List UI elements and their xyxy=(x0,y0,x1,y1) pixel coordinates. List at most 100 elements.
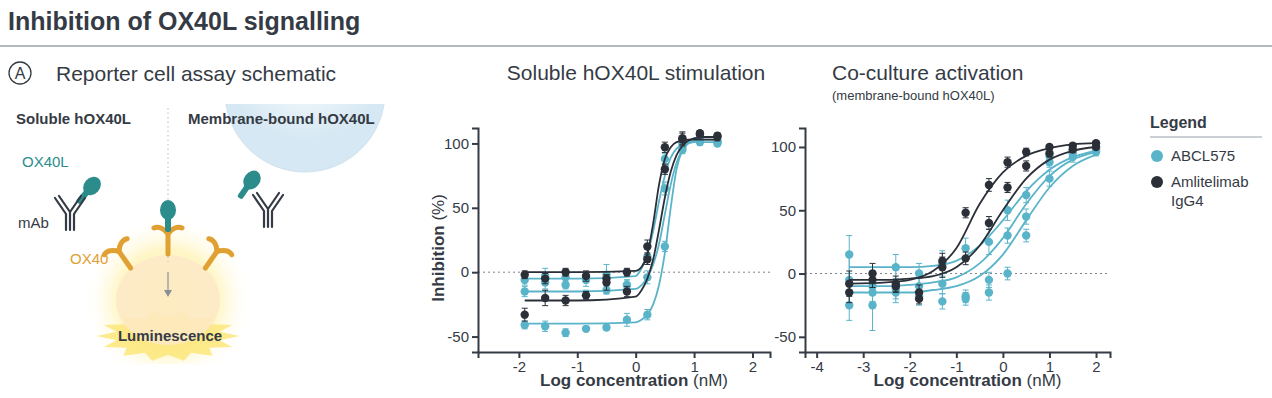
point xyxy=(623,287,631,295)
point xyxy=(961,244,969,252)
tick: -50 xyxy=(774,328,805,345)
tick: -3 xyxy=(857,352,870,375)
tick: 50 xyxy=(779,202,805,219)
plot-area xyxy=(845,139,1100,330)
receptor xyxy=(194,238,232,276)
point xyxy=(1069,153,1077,161)
tick-label: 2 xyxy=(749,358,757,375)
receptor xyxy=(104,238,142,276)
tick: 0 xyxy=(461,263,478,280)
tick: 50 xyxy=(452,199,478,216)
point xyxy=(985,276,993,284)
tick-label: 50 xyxy=(452,199,469,216)
point xyxy=(1022,162,1030,170)
point xyxy=(961,209,969,217)
tick-label: 2 xyxy=(1092,358,1100,375)
point xyxy=(602,274,610,282)
chart-subtitle: (membrane-bound hOX40L) xyxy=(832,88,995,103)
y-axis-label: Inhibition (%) xyxy=(429,194,448,302)
tick: 100 xyxy=(771,138,805,155)
point xyxy=(602,323,610,331)
figure: Inhibition of OX40L signallingAReporter … xyxy=(0,0,1272,398)
axis-line xyxy=(472,129,479,353)
series xyxy=(845,148,1100,321)
label: OX40L xyxy=(22,153,69,170)
point xyxy=(985,288,993,296)
point xyxy=(582,291,590,299)
tick: -50 xyxy=(447,328,478,345)
point xyxy=(868,269,876,277)
fit-curve xyxy=(525,142,718,278)
point xyxy=(582,325,590,333)
tick-label: -4 xyxy=(810,358,823,375)
heading: Membrane-bound hOX40L xyxy=(188,110,375,127)
glow xyxy=(83,215,253,364)
tick: 0 xyxy=(788,265,805,282)
tick-label: -3 xyxy=(857,358,870,375)
label: OX40 xyxy=(70,250,108,267)
point xyxy=(696,129,704,137)
title-rule xyxy=(0,45,1272,47)
tick-label: -50 xyxy=(774,328,796,345)
series xyxy=(845,147,1100,331)
series xyxy=(845,143,1100,300)
legend: LegendABCL575AmlitelimabIgG4 xyxy=(1150,114,1262,209)
x-axis-label: Log concentration (nM) xyxy=(874,371,1062,390)
tick: 2 xyxy=(749,352,757,375)
tick-mark xyxy=(472,336,478,338)
point xyxy=(985,219,993,227)
fit-curve xyxy=(849,143,1096,283)
tick-label: 0 xyxy=(788,265,796,282)
series xyxy=(845,139,1100,304)
tick: 100 xyxy=(444,135,478,152)
tick: -4 xyxy=(810,352,823,375)
chart-title: Soluble hOX40L stimulation xyxy=(507,61,765,84)
tick: -2 xyxy=(513,352,526,375)
fit-curve xyxy=(525,140,718,292)
point xyxy=(713,132,721,140)
axis-line xyxy=(799,129,806,353)
label: Luminescence xyxy=(118,327,222,344)
tick-label: 100 xyxy=(771,138,796,155)
antibody xyxy=(253,193,283,227)
point xyxy=(582,291,590,299)
series xyxy=(845,145,1100,305)
y-axis: -50 0 50 100 xyxy=(444,129,479,353)
tick-mark xyxy=(799,336,805,338)
point xyxy=(915,288,923,296)
series xyxy=(521,137,722,301)
point xyxy=(892,279,900,287)
tick-mark xyxy=(472,207,478,209)
panel-label: A xyxy=(15,65,26,82)
tick-label: -2 xyxy=(513,358,526,375)
x-axis-label: Log concentration (nM) xyxy=(540,371,728,390)
tick-label: 0 xyxy=(461,263,469,280)
panel-title: Reporter cell assay schematic xyxy=(56,62,336,85)
panel-badge xyxy=(9,62,31,84)
signal-arrow xyxy=(167,272,168,292)
series xyxy=(521,135,722,290)
legend-title: Legend xyxy=(1150,114,1207,131)
point xyxy=(1003,269,1011,277)
legend-rule xyxy=(1150,136,1262,137)
tick-mark xyxy=(799,146,805,148)
plot-area xyxy=(521,129,722,337)
point xyxy=(661,165,669,173)
fit-curve xyxy=(849,147,1096,280)
heading: Soluble hOX40L xyxy=(16,110,131,127)
point xyxy=(541,274,549,282)
chart-title: Co-culture activation xyxy=(832,61,1023,84)
chart: Co-culture activation (membrane-bound hOX… xyxy=(771,61,1111,390)
legend-label: AmlitelimabIgG4 xyxy=(1171,173,1249,209)
antibody xyxy=(55,196,85,230)
schematic: A Reporter cell assay schematic Soluble hO… xyxy=(9,12,385,385)
legend-marker xyxy=(1151,176,1163,188)
fit-curve xyxy=(525,137,718,324)
point xyxy=(1045,174,1053,182)
fit-curve xyxy=(525,140,718,273)
fit-curve xyxy=(849,152,1096,286)
point xyxy=(643,255,651,263)
tick-mark xyxy=(799,210,805,212)
chart: Soluble hOX40L stimulation-2-1012-500501… xyxy=(429,61,771,390)
tick-label: 100 xyxy=(444,135,469,152)
